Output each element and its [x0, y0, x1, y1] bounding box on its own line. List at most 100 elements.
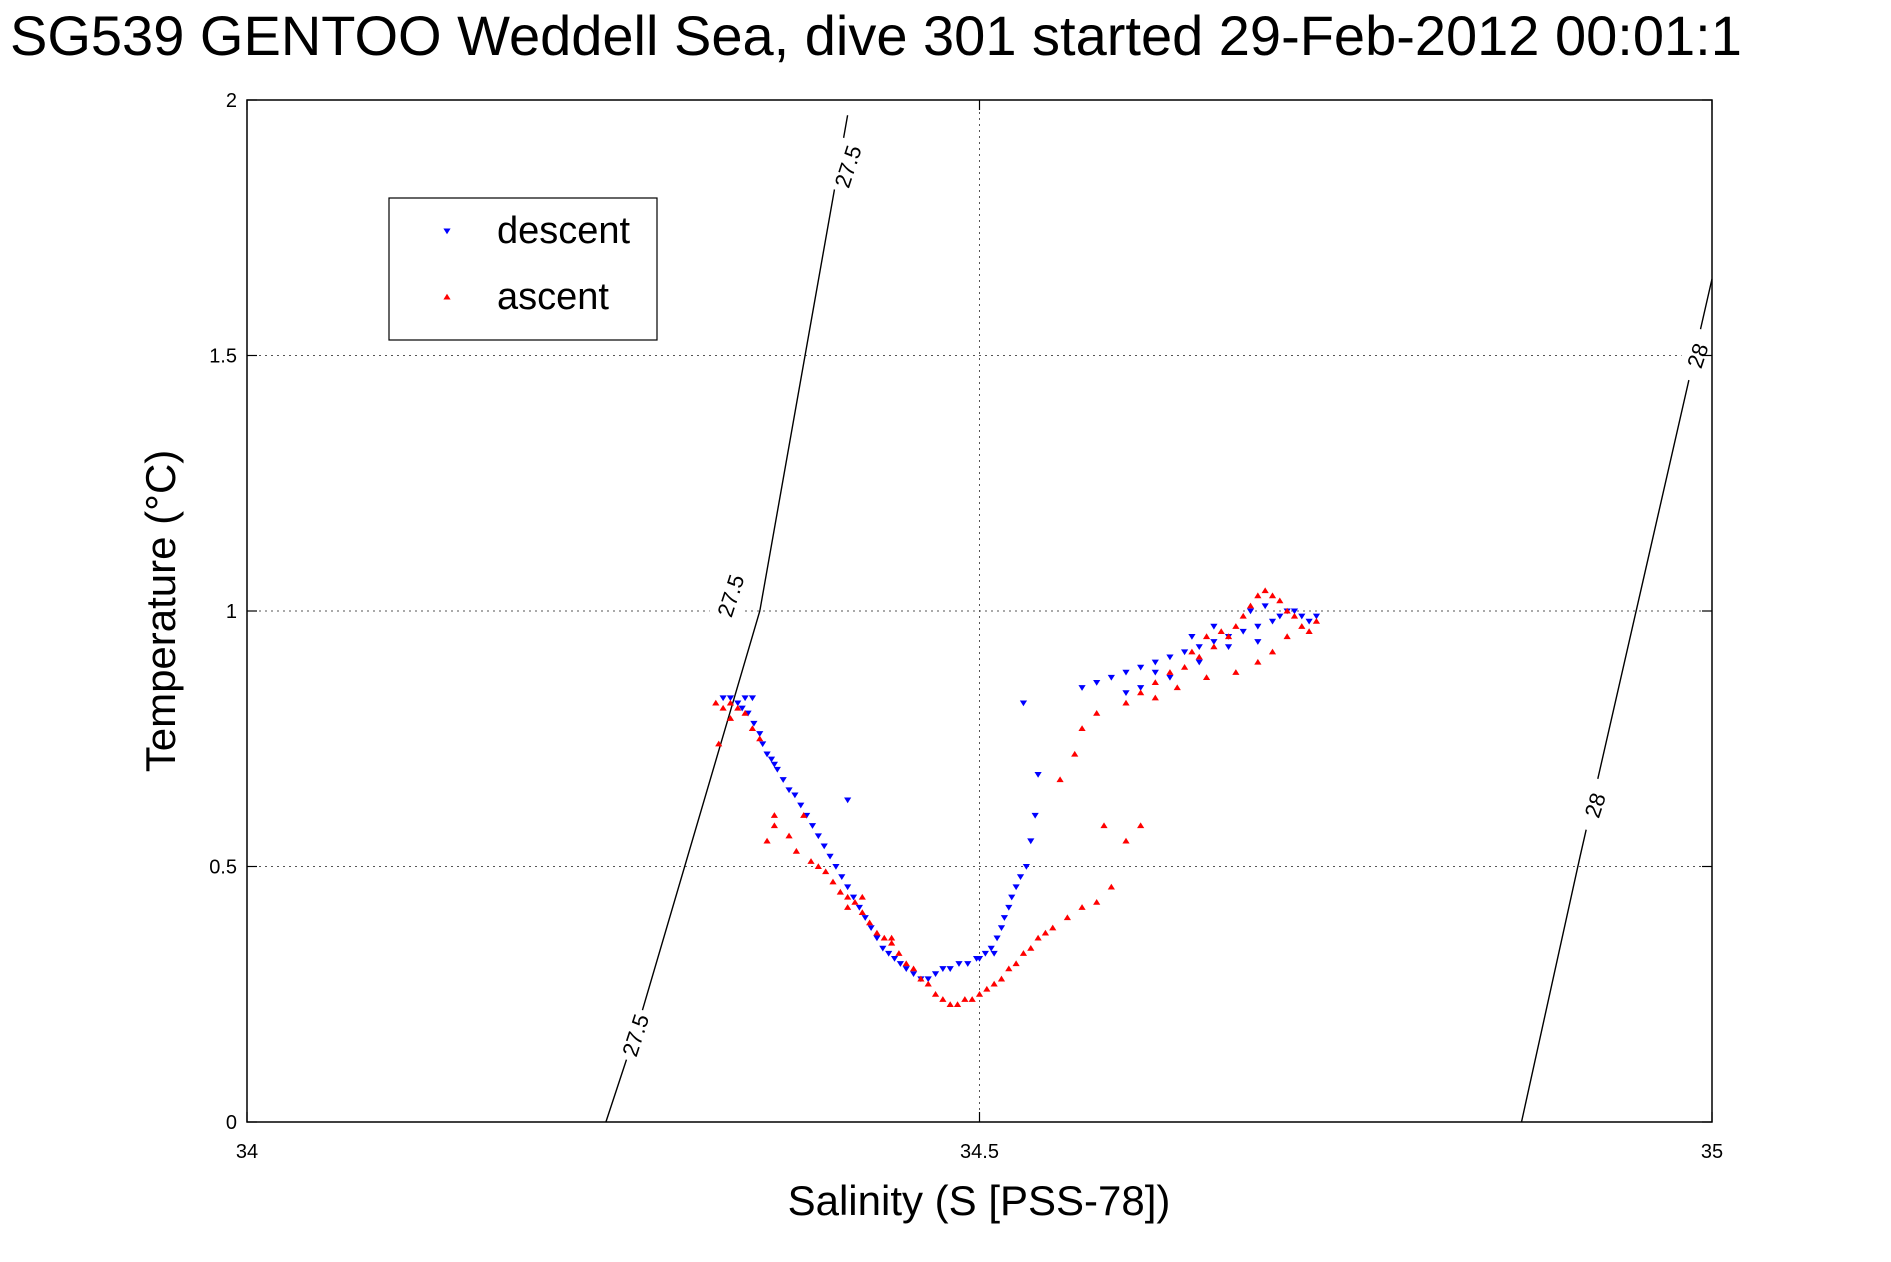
ascent-point	[1063, 914, 1071, 921]
descent-point	[741, 695, 749, 702]
descent-point	[1008, 894, 1016, 901]
descent-point	[726, 695, 735, 702]
ascent-point	[1268, 648, 1277, 655]
ascent-point	[1107, 883, 1115, 890]
descent-point	[855, 904, 863, 911]
ascent-point	[836, 888, 844, 895]
ascent-point	[1137, 689, 1145, 696]
ascent-point	[1298, 623, 1306, 629]
descent-point	[1166, 654, 1174, 661]
ascent-point	[1202, 674, 1211, 680]
x-tick-label: 34	[236, 1141, 258, 1163]
ascent-point	[990, 980, 998, 987]
ascent-point	[734, 704, 742, 711]
descent-point	[1224, 644, 1233, 651]
descent-point	[885, 950, 893, 957]
legend-box	[388, 197, 658, 341]
ascent-point	[1012, 960, 1020, 967]
x-axis-label: Salinity (S [PSS-78])	[788, 1177, 1171, 1224]
descent-point	[1181, 649, 1189, 656]
ascent-point	[1188, 648, 1196, 655]
descent-point	[1078, 685, 1086, 691]
descent-point	[844, 797, 852, 804]
descent-point	[964, 961, 972, 967]
contour-line-28	[1520, 278, 1713, 1123]
descent-point	[1195, 659, 1203, 666]
descent-point	[879, 945, 887, 952]
ascent-point	[873, 929, 881, 936]
ascent-point	[1232, 623, 1240, 629]
y-tick-label: 1.5	[209, 346, 237, 368]
descent-point	[1254, 623, 1262, 630]
ascent-point	[1078, 904, 1086, 910]
descent-point	[990, 950, 998, 957]
contour-label: 27.5	[830, 142, 867, 190]
ascent-point	[924, 980, 932, 987]
descent-point	[1210, 623, 1218, 630]
descent-point	[939, 966, 947, 972]
contour-label-bg	[1572, 775, 1618, 835]
ascent-point	[983, 985, 991, 992]
descent-point	[734, 700, 742, 707]
ascent-point	[961, 996, 969, 1002]
x-tick-label: 34.5	[960, 1141, 999, 1163]
descent-point	[1093, 680, 1101, 686]
ascent-point	[1276, 597, 1284, 604]
ascent-point	[888, 934, 896, 941]
ascent-point	[1224, 633, 1233, 640]
ascent-point	[946, 1001, 954, 1007]
y-tick-label: 0.5	[209, 857, 237, 879]
ascent-point	[829, 878, 837, 885]
descent-point	[1000, 915, 1009, 921]
descent-point	[849, 894, 858, 901]
descent-point	[1195, 644, 1203, 651]
ascent-point	[1071, 750, 1079, 757]
x-tick-label: 35	[1701, 1141, 1723, 1163]
ascent-point	[1232, 669, 1240, 675]
descent-point	[993, 935, 1001, 942]
ascent-point	[895, 950, 903, 956]
descent-point	[1254, 639, 1262, 645]
ascent-point	[748, 725, 757, 732]
ascent-point	[1202, 633, 1211, 640]
ascent-point	[726, 699, 735, 706]
y-tick-label: 1	[226, 601, 237, 623]
ascent-point	[712, 699, 720, 706]
descent-point	[756, 731, 764, 737]
ascent-point	[814, 863, 822, 870]
ascent-point	[851, 899, 859, 905]
ascent-point	[822, 868, 830, 875]
ascent-point	[1122, 837, 1130, 844]
ascent-point	[800, 812, 808, 818]
data-points	[712, 587, 1321, 1007]
descent-point	[1210, 639, 1218, 645]
descent-point	[1005, 904, 1013, 911]
descent-point	[814, 833, 822, 840]
descent-point	[955, 961, 963, 967]
ascent-point	[1056, 776, 1064, 783]
descent-point	[1031, 812, 1039, 819]
descent-point	[1151, 669, 1159, 676]
descent-point	[1034, 772, 1042, 778]
ascent-point	[1254, 658, 1262, 665]
contour-line-27.5	[605, 115, 849, 1123]
descent-point	[1268, 618, 1277, 625]
descent-point	[770, 761, 778, 768]
descent-point	[785, 787, 793, 794]
ascent-point	[858, 893, 866, 900]
descent-point	[1122, 669, 1130, 676]
ascent-point	[770, 812, 778, 818]
descent-point	[902, 966, 910, 972]
chart-title: SG539 GENTOO Weddell Sea, dive 301 start…	[10, 4, 1742, 67]
ascent-point	[719, 704, 727, 711]
ascent-point	[741, 709, 749, 716]
legend: descent ascent	[388, 197, 658, 341]
descent-point	[773, 766, 781, 773]
ascent-point	[770, 822, 778, 829]
legend-label-ascent: ascent	[497, 276, 609, 318]
descent-point	[779, 777, 787, 783]
ascent-point	[1137, 822, 1145, 829]
descent-point	[1312, 613, 1321, 620]
descent-point	[1137, 685, 1145, 691]
ascent-point	[1166, 669, 1174, 675]
